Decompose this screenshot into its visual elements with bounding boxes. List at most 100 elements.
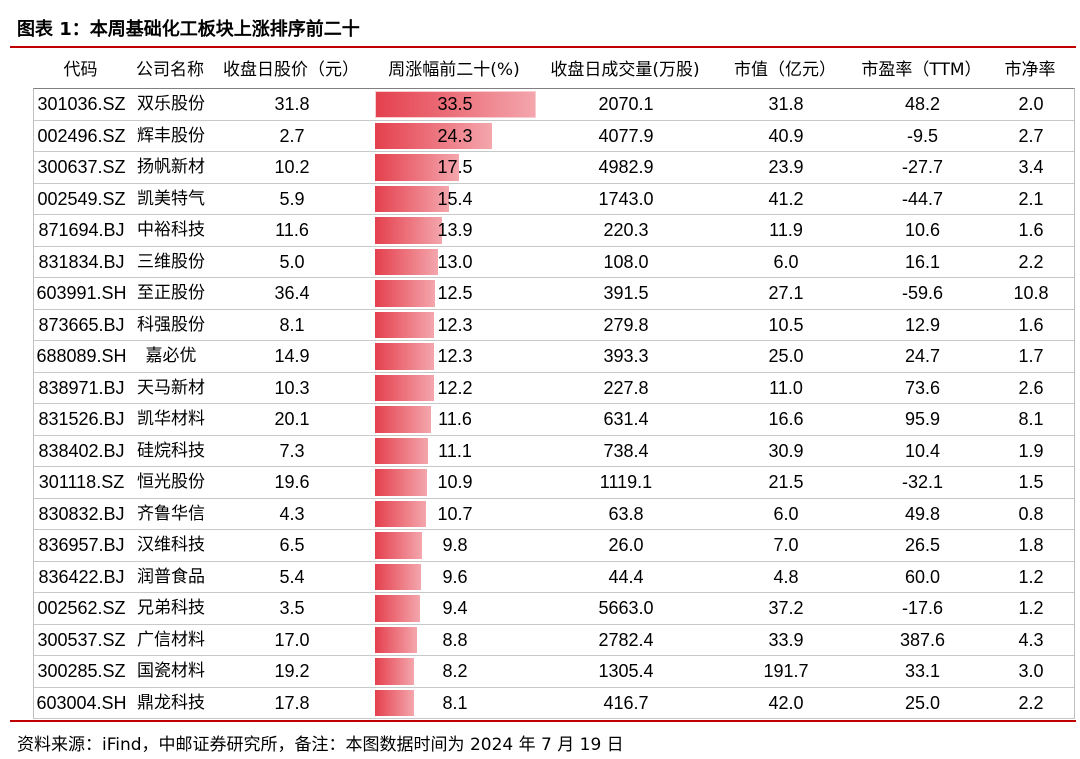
table-row: 603991.SH 至正股份 36.4 12.5 391.5 27.1 -59.6 10.8: [34, 278, 1074, 310]
cell-close-price: 7.3: [279, 440, 305, 461]
cell-volume: 738.4: [603, 440, 649, 461]
cell-pb: 1.6: [1018, 314, 1044, 335]
cell-code: 300285.SZ: [37, 661, 126, 681]
weekly-change-value: 13.0: [437, 251, 473, 272]
cell-close-price: 19.6: [274, 472, 310, 492]
cell-weekly-change: 13.0: [371, 247, 539, 278]
cell-market-cap: 4.8: [773, 566, 799, 587]
header-company: 公司名称: [136, 60, 204, 80]
weekly-change-value: 10.9: [437, 472, 473, 492]
cell-market-cap: 7.0: [773, 535, 799, 555]
table-row: 002496.SZ 辉丰股份 2.7 24.3 4077.9 40.9 -9.5 2.7: [34, 121, 1074, 152]
table-row: 301036.SZ 双乐股份 31.8 33.5 2070.1 31.8 48.2 2.0: [34, 89, 1074, 121]
cell-pe-ttm: 73.6: [904, 377, 941, 398]
cell-pb: 1.7: [1018, 346, 1044, 366]
weekly-change-value: 10.7: [437, 503, 473, 524]
bottom-rule: [10, 720, 1076, 722]
cell-code: 836957.BJ: [38, 535, 125, 555]
cell-volume: 227.8: [603, 377, 649, 398]
cell-code: 838971.BJ: [38, 377, 125, 398]
cell-pb: 2.0: [1018, 94, 1044, 114]
cell-pb: 2.2: [1018, 692, 1044, 713]
cell-company: 恒光股份: [137, 472, 205, 492]
cell-market-cap: 42.0: [768, 692, 804, 713]
cell-volume: 416.7: [603, 692, 649, 713]
cell-pe-ttm: -32.1: [901, 472, 944, 492]
figure-title: 图表 1：本周基础化工板块上涨排序前二十: [17, 19, 360, 40]
cell-volume: 279.8: [603, 314, 649, 335]
weekly-change-value: 8.1: [442, 692, 468, 713]
cell-close-price: 36.4: [274, 283, 310, 303]
cell-code: 002496.SZ: [37, 125, 126, 146]
weekly-change-bar: [375, 343, 435, 370]
header-weekly-change: 周涨幅前二十(%): [388, 60, 520, 80]
weekly-change-bar: [375, 500, 427, 527]
weekly-change-bar: [375, 406, 431, 433]
cell-volume: 26.0: [608, 535, 644, 555]
cell-company: 嘉必优: [145, 346, 197, 366]
weekly-change-bar: [375, 217, 442, 244]
weekly-change-value: 12.2: [437, 377, 473, 398]
table-row: 838402.BJ 硅烷科技 7.3 11.1 738.4 30.9 10.4 1.9: [34, 436, 1074, 467]
cell-company: 辉丰股份: [137, 125, 205, 146]
table-body: 301036.SZ 双乐股份 31.8 33.5 2070.1 31.8 48.2 2.0 00…: [33, 88, 1075, 719]
cell-company: 凯华材料: [137, 409, 205, 429]
cell-pb: 0.8: [1018, 503, 1044, 524]
cell-pe-ttm: 33.1: [904, 661, 941, 681]
cell-pb: 1.5: [1018, 472, 1044, 492]
table-row: 873665.BJ 科强股份 8.1 12.3 279.8 10.5 12.9 1.6: [34, 310, 1074, 341]
cell-close-price: 17.0: [274, 629, 310, 650]
cell-code: 301036.SZ: [37, 94, 126, 114]
weekly-change-value: 11.6: [438, 409, 472, 429]
cell-pb: 3.4: [1018, 157, 1044, 177]
table-row: 838971.BJ 天马新材 10.3 12.2 227.8 11.0 73.6 2.6: [34, 373, 1074, 404]
cell-code: 603991.SH: [36, 283, 127, 303]
weekly-change-value: 12.3: [437, 346, 473, 366]
header-code: 代码: [63, 60, 98, 80]
weekly-change-bar: [375, 626, 418, 653]
cell-close-price: 5.9: [279, 188, 305, 209]
cell-volume: 5663.0: [598, 598, 654, 618]
cell-close-price: 2.7: [279, 125, 305, 146]
cell-weekly-change: 12.3: [371, 310, 539, 341]
cell-code: 603004.SH: [36, 692, 127, 713]
cell-pb: 1.8: [1018, 535, 1044, 555]
cell-market-cap: 41.2: [768, 188, 804, 209]
table-row: 831834.BJ 三维股份 5.0 13.0 108.0 6.0 16.1 2.2: [34, 247, 1074, 278]
cell-weekly-change: 9.8: [371, 530, 539, 561]
weekly-change-value: 33.5: [437, 94, 473, 114]
weekly-change-bar: [375, 311, 435, 338]
cell-company: 至正股份: [137, 283, 205, 303]
cell-pb: 3.0: [1018, 661, 1044, 681]
cell-code: 002562.SZ: [37, 598, 126, 618]
table-header: 代码 公司名称 收盘日股价（元） 周涨幅前二十(%) 收盘日成交量(万股) 市值…: [33, 52, 1075, 88]
table-row: 830832.BJ 齐鲁华信 4.3 10.7 63.8 6.0 49.8 0.8: [34, 499, 1074, 530]
table-row: 002549.SZ 凯美特气 5.9 15.4 1743.0 41.2 -44.7 2.1: [34, 184, 1074, 215]
cell-company: 齐鲁华信: [137, 503, 205, 524]
weekly-change-bar: [375, 185, 449, 212]
cell-pe-ttm: 10.4: [904, 440, 941, 461]
cell-pe-ttm: 95.9: [904, 409, 941, 429]
header-market-cap: 市值（亿元）: [734, 60, 836, 80]
cell-weekly-change: 15.4: [371, 184, 539, 215]
cell-company: 凯美特气: [137, 188, 205, 209]
cell-market-cap: 31.8: [768, 94, 804, 114]
weekly-change-value: 8.8: [442, 629, 468, 650]
cell-market-cap: 25.0: [768, 346, 804, 366]
cell-pb: 2.1: [1018, 188, 1044, 209]
cell-pb: 4.3: [1018, 629, 1044, 650]
cell-volume: 108.0: [603, 251, 649, 272]
cell-pe-ttm: 60.0: [904, 566, 941, 587]
cell-pb: 1.2: [1018, 566, 1044, 587]
cell-pb: 1.2: [1018, 598, 1044, 618]
cell-market-cap: 37.2: [768, 598, 804, 618]
cell-market-cap: 11.9: [769, 220, 803, 240]
cell-code: 300537.SZ: [37, 629, 126, 650]
cell-volume: 631.4: [603, 409, 649, 429]
weekly-change-bar: [375, 154, 460, 181]
weekly-change-bar: [375, 658, 415, 685]
cell-close-price: 17.8: [274, 692, 310, 713]
cell-pe-ttm: -59.6: [901, 283, 944, 303]
cell-volume: 4077.9: [598, 125, 654, 146]
cell-company: 中裕科技: [137, 220, 205, 240]
